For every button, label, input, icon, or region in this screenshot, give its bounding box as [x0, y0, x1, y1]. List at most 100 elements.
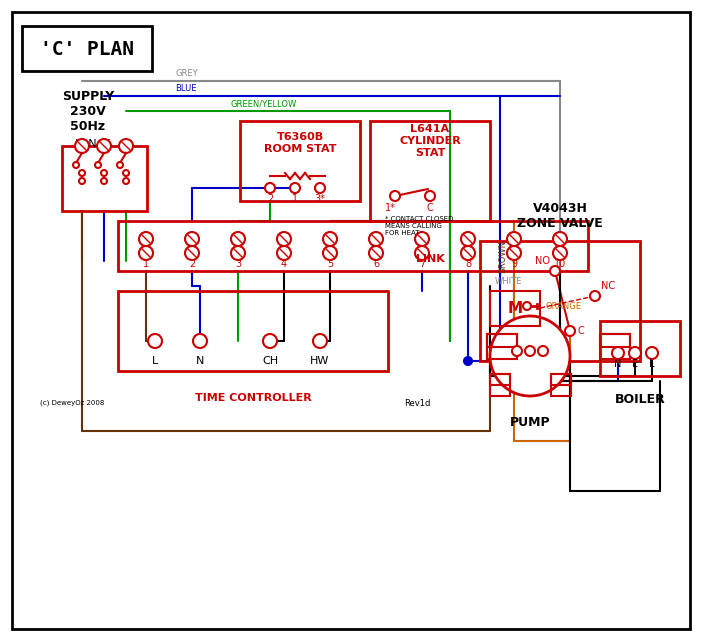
Circle shape	[265, 183, 275, 193]
Text: L: L	[649, 359, 655, 369]
Text: NC: NC	[601, 281, 615, 291]
Text: NO: NO	[536, 256, 550, 266]
Text: BOILER: BOILER	[615, 393, 665, 406]
Circle shape	[123, 178, 129, 184]
Circle shape	[415, 232, 429, 246]
Bar	[600, 334, 630, 359]
Circle shape	[507, 246, 521, 260]
Text: 1: 1	[292, 194, 298, 204]
Circle shape	[79, 178, 85, 184]
Bar	[487, 334, 517, 359]
Bar	[487, 334, 517, 347]
Text: PUMP: PUMP	[510, 416, 550, 429]
Text: 6: 6	[373, 259, 379, 269]
Circle shape	[290, 183, 300, 193]
Bar	[118, 291, 388, 371]
Circle shape	[101, 178, 107, 184]
Text: 2: 2	[267, 194, 273, 204]
Bar	[480, 241, 640, 361]
Circle shape	[185, 232, 199, 246]
Circle shape	[553, 232, 567, 246]
Text: 3*: 3*	[314, 194, 326, 204]
Text: V4043H
ZONE VALVE: V4043H ZONE VALVE	[517, 202, 603, 230]
Circle shape	[117, 162, 123, 168]
Circle shape	[263, 334, 277, 348]
Text: 'C' PLAN: 'C' PLAN	[40, 40, 134, 58]
Bar	[22, 26, 152, 71]
Text: TIME CONTROLLER: TIME CONTROLLER	[194, 393, 312, 403]
Text: N  E  L: N E L	[515, 346, 545, 356]
Circle shape	[369, 232, 383, 246]
Circle shape	[139, 232, 153, 246]
Circle shape	[73, 162, 79, 168]
Text: 9: 9	[511, 259, 517, 269]
Circle shape	[525, 346, 535, 356]
Circle shape	[75, 139, 89, 153]
Circle shape	[315, 183, 325, 193]
Bar	[490, 291, 540, 326]
Bar	[551, 374, 571, 396]
Text: E: E	[632, 359, 638, 369]
Text: Rev1d: Rev1d	[404, 399, 430, 408]
Circle shape	[139, 246, 153, 260]
Bar	[490, 374, 510, 385]
Circle shape	[79, 170, 85, 176]
Circle shape	[565, 326, 575, 336]
Bar	[551, 374, 571, 385]
Text: ORANGE: ORANGE	[545, 301, 581, 310]
Circle shape	[538, 346, 548, 356]
Text: (c) DeweyOz 2008: (c) DeweyOz 2008	[40, 400, 105, 406]
Text: L  N  E: L N E	[75, 139, 111, 149]
Text: 7: 7	[419, 259, 425, 269]
Text: BROWN: BROWN	[498, 240, 507, 272]
Text: N: N	[614, 359, 622, 369]
Circle shape	[123, 170, 129, 176]
Bar	[240, 121, 360, 201]
Text: 10: 10	[554, 259, 566, 269]
Circle shape	[119, 139, 133, 153]
Text: 4: 4	[281, 259, 287, 269]
Text: 8: 8	[465, 259, 471, 269]
Circle shape	[277, 232, 291, 246]
Text: * CONTACT CLOSED
MEANS CALLING
FOR HEAT: * CONTACT CLOSED MEANS CALLING FOR HEAT	[385, 216, 453, 236]
Text: WHITE: WHITE	[495, 276, 522, 285]
Bar	[370, 121, 490, 221]
Circle shape	[231, 246, 245, 260]
Circle shape	[95, 162, 101, 168]
Circle shape	[461, 246, 475, 260]
Circle shape	[97, 139, 111, 153]
Text: N: N	[196, 356, 204, 366]
Circle shape	[646, 347, 658, 359]
Circle shape	[101, 170, 107, 176]
Circle shape	[323, 246, 337, 260]
Text: M: M	[508, 301, 522, 315]
Circle shape	[390, 191, 400, 201]
Circle shape	[512, 346, 522, 356]
Text: L: L	[152, 356, 158, 366]
Text: L641A
CYLINDER
STAT: L641A CYLINDER STAT	[399, 124, 461, 158]
Circle shape	[231, 232, 245, 246]
Circle shape	[277, 246, 291, 260]
Circle shape	[323, 232, 337, 246]
Circle shape	[193, 334, 207, 348]
Text: GREY: GREY	[175, 69, 198, 78]
Text: 1*: 1*	[385, 203, 395, 213]
Circle shape	[415, 246, 429, 260]
Bar	[62, 146, 147, 211]
Bar	[600, 321, 680, 376]
Text: 5: 5	[327, 259, 333, 269]
Text: HW: HW	[310, 356, 330, 366]
Circle shape	[369, 246, 383, 260]
Circle shape	[523, 302, 531, 310]
Circle shape	[550, 266, 560, 276]
Text: BLUE: BLUE	[175, 84, 197, 93]
Bar	[600, 334, 630, 347]
Text: LINK: LINK	[416, 254, 444, 264]
Text: SUPPLY
230V
50Hz: SUPPLY 230V 50Hz	[62, 90, 114, 133]
Text: 1: 1	[143, 259, 149, 269]
Circle shape	[425, 191, 435, 201]
Text: 2: 2	[189, 259, 195, 269]
Text: C: C	[427, 203, 433, 213]
Circle shape	[507, 232, 521, 246]
Circle shape	[629, 347, 641, 359]
